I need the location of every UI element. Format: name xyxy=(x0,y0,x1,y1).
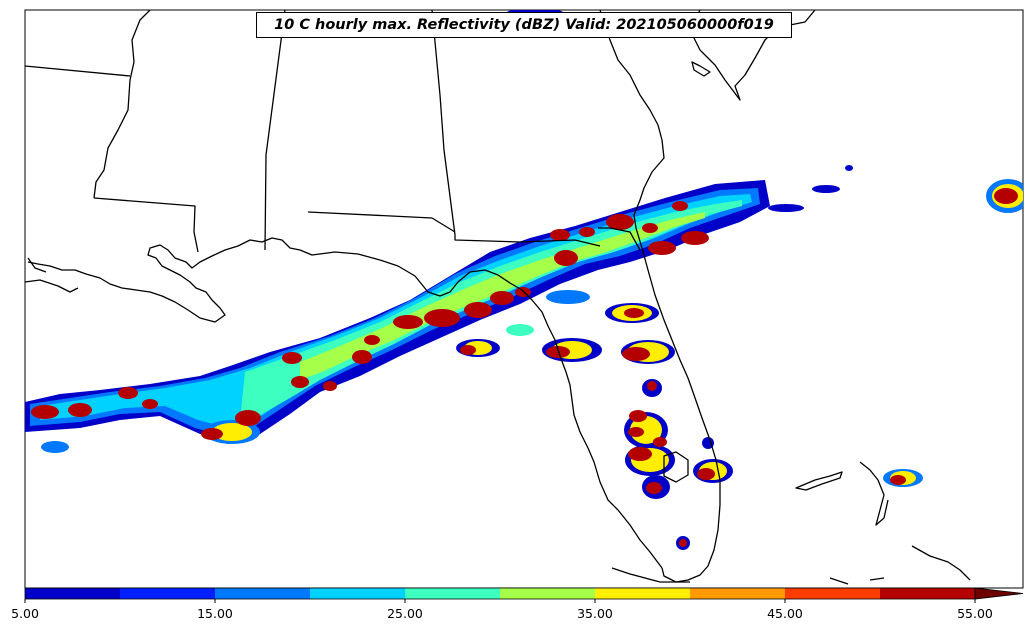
island xyxy=(859,461,889,526)
state-border xyxy=(93,197,199,253)
reflectivity-cell xyxy=(845,165,853,171)
coastline xyxy=(27,257,47,273)
reflectivity-cell xyxy=(812,185,840,193)
coastline xyxy=(599,10,665,229)
reflectivity-cell xyxy=(630,416,662,444)
colorbar-segment xyxy=(785,588,881,599)
island xyxy=(691,61,711,77)
colorbar-segment xyxy=(310,588,406,599)
colorbar-tick-label: 15.00 xyxy=(197,606,233,621)
island xyxy=(869,577,885,581)
colorbar-segment xyxy=(405,588,501,599)
colorbar-segment xyxy=(690,588,786,599)
state-border xyxy=(307,211,456,233)
colorbar-tick-label: 35.00 xyxy=(577,606,613,621)
colorbar-segment xyxy=(120,588,216,599)
coastline xyxy=(439,269,663,569)
reflectivity-cell xyxy=(506,324,534,336)
coastline xyxy=(611,567,690,583)
state-border xyxy=(93,10,151,199)
colorbar-extend-arrow xyxy=(974,587,1024,600)
reflectivity-cell xyxy=(212,423,252,441)
state-border xyxy=(264,10,286,251)
reflectivity-cell xyxy=(546,290,590,304)
basemap xyxy=(25,10,971,585)
colorbar-tick-label: 55.00 xyxy=(957,606,993,621)
colorbar-tick-label: 45.00 xyxy=(767,606,803,621)
state-border xyxy=(431,10,601,247)
reflectivity-cell xyxy=(702,437,714,449)
colorbar-outline xyxy=(24,587,976,600)
reflectivity-band-ygreen xyxy=(300,212,705,380)
colorbar-segment xyxy=(215,588,311,599)
state-border xyxy=(25,65,131,77)
colorbar-segment xyxy=(880,588,976,599)
map-title: 10 C hourly max. Reflectivity (dBZ) Vali… xyxy=(256,12,792,38)
colorbar-tick-label: 5.00 xyxy=(11,606,39,621)
colorbar-segment xyxy=(500,588,596,599)
colorbar xyxy=(24,587,1024,603)
reflectivity-cores xyxy=(31,188,1018,547)
state-border xyxy=(598,227,641,251)
island xyxy=(829,577,849,585)
colorbar-segment xyxy=(25,588,121,599)
island xyxy=(911,545,971,581)
colorbar-segment xyxy=(595,588,691,599)
lake xyxy=(663,451,689,483)
coastline xyxy=(25,279,79,293)
reflectivity-field xyxy=(25,10,1023,550)
colorbar-tick-label: 25.00 xyxy=(387,606,423,621)
coastline xyxy=(27,237,441,323)
reflectivity-cell xyxy=(41,441,69,453)
reflectivity-cell xyxy=(768,204,804,212)
coastline xyxy=(635,227,721,583)
island xyxy=(795,471,843,491)
